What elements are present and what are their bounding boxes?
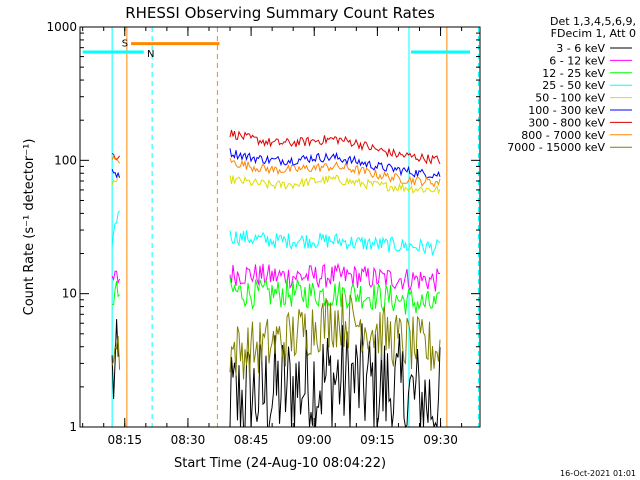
legend-entry-label: 300 - 800 keV	[528, 116, 605, 129]
x-tick-label: 09:15	[360, 433, 395, 447]
legend-entry-label: 25 - 50 keV	[542, 79, 605, 92]
x-tick-label: 08:45	[234, 433, 269, 447]
flag-label-s: S	[122, 39, 128, 50]
x-tick-label: 09:30	[423, 433, 458, 447]
legend-header-line: FDecim 1, Att 0	[551, 27, 636, 40]
legend-header-line: Det 1,3,4,5,6,9,	[550, 15, 636, 28]
series-line	[229, 129, 441, 165]
y-axis-label: Count Rate (s⁻¹ detector⁻¹)	[22, 139, 37, 316]
plot-frame	[79, 26, 481, 428]
series-line	[111, 335, 121, 370]
y-tick-label: 10	[62, 287, 77, 301]
series-line	[229, 174, 441, 195]
series-line	[111, 210, 121, 247]
series-line	[229, 148, 441, 179]
series-line	[111, 270, 121, 285]
legend-entry-label: 800 - 7000 keV	[521, 129, 605, 142]
y-tick-label: 1	[69, 420, 77, 434]
chart-title: RHESSI Observing Summary Count Rates	[125, 4, 435, 22]
series-line	[111, 319, 120, 400]
legend-entry-label: 50 - 100 keV	[535, 92, 605, 105]
flag-label-n: N	[147, 49, 154, 60]
series-line	[229, 276, 441, 315]
generation-timestamp: 16-Oct-2021 01:01	[560, 469, 636, 478]
x-tick-label: 08:15	[107, 433, 142, 447]
legend: Det 1,3,4,5,6,9,FDecim 1, Att 0 3 - 6 keV…	[507, 15, 636, 154]
x-tick-label: 09:00	[297, 433, 332, 447]
y-tick-label: 100	[54, 153, 77, 167]
legend-entry-label: 3 - 6 keV	[556, 42, 605, 55]
legend-entry-label: 100 - 300 keV	[528, 104, 605, 117]
x-axis-label: Start Time (24-Aug-10 08:04:22)	[174, 456, 386, 471]
x-tick-label: 08:30	[171, 433, 206, 447]
series-line	[111, 155, 121, 164]
series-line	[111, 169, 121, 179]
y-tick-label: 1000	[46, 20, 77, 34]
series-line	[112, 281, 120, 306]
series-line	[229, 323, 441, 429]
series-line	[229, 293, 441, 380]
axis-ticks: 1 10 100 1000 08:15 08:30 08:45 09:00 09:15 09:30	[46, 20, 480, 447]
series-lines	[111, 129, 441, 429]
observing-flags: SN	[82, 39, 471, 60]
series-line	[229, 230, 441, 256]
series-line	[111, 175, 120, 186]
legend-entry-label: 12 - 25 keV	[542, 67, 605, 80]
series-line	[229, 158, 441, 188]
legend-entry-label: 6 - 12 keV	[549, 54, 605, 67]
vertical-marker-lines	[111, 27, 479, 427]
legend-entry-label: 7000 - 15000 keV	[507, 141, 605, 154]
